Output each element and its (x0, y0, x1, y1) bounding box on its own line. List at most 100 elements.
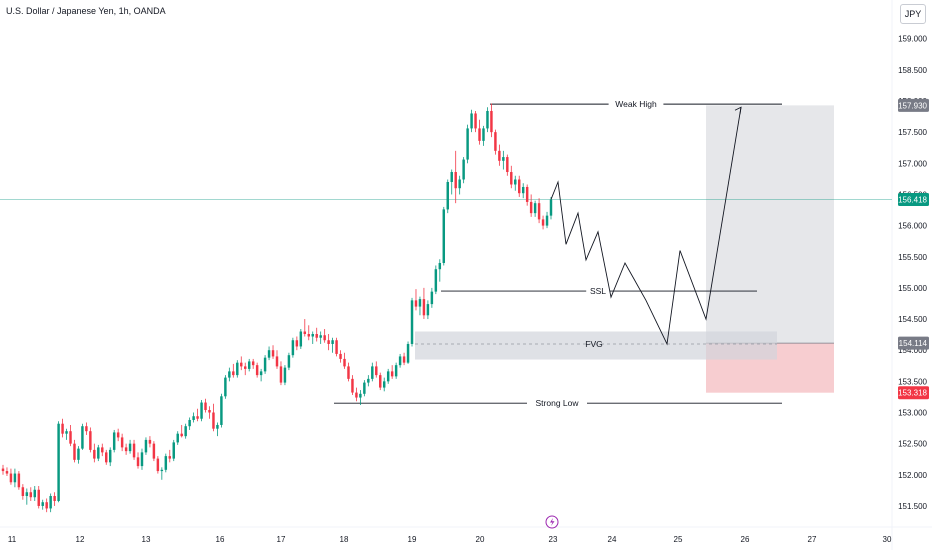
candle[interactable] (410, 297, 414, 347)
candle[interactable] (216, 422, 219, 437)
candle[interactable] (112, 429, 116, 453)
candle[interactable] (105, 449, 108, 465)
candle[interactable] (339, 350, 342, 363)
candle[interactable] (549, 196, 553, 220)
candle[interactable] (57, 421, 60, 503)
candle[interactable] (315, 327, 318, 342)
candle[interactable] (176, 431, 179, 445)
candle[interactable] (45, 498, 48, 513)
candle[interactable] (466, 124, 469, 164)
candle[interactable] (164, 453, 168, 473)
candle[interactable] (200, 400, 203, 422)
candle[interactable] (172, 439, 175, 462)
candle[interactable] (247, 358, 251, 372)
candle[interactable] (21, 484, 25, 500)
candle[interactable] (53, 492, 56, 506)
candle[interactable] (279, 361, 283, 386)
candle[interactable] (371, 362, 374, 382)
candle[interactable] (303, 319, 307, 337)
candle[interactable] (498, 144, 501, 166)
candle[interactable] (244, 362, 247, 376)
candle[interactable] (367, 375, 370, 387)
candle[interactable] (307, 325, 310, 341)
candle[interactable] (351, 375, 354, 396)
candle[interactable] (521, 183, 525, 199)
candle[interactable] (430, 287, 434, 308)
candle[interactable] (450, 169, 453, 195)
candle[interactable] (414, 289, 418, 311)
fvg-box[interactable] (415, 331, 777, 360)
candle[interactable] (37, 486, 40, 509)
candle[interactable] (240, 356, 243, 371)
candle[interactable] (17, 471, 21, 490)
candle[interactable] (545, 211, 549, 229)
candle[interactable] (77, 446, 80, 464)
candle[interactable] (382, 377, 386, 392)
candle[interactable] (347, 362, 350, 382)
candle[interactable] (514, 175, 517, 191)
candle[interactable] (196, 408, 199, 422)
candle[interactable] (323, 329, 326, 343)
candle[interactable] (160, 467, 164, 480)
candle[interactable] (438, 259, 442, 282)
candle[interactable] (359, 390, 362, 406)
candle[interactable] (271, 345, 275, 359)
candle[interactable] (61, 418, 64, 438)
candle[interactable] (81, 423, 84, 450)
candle[interactable] (454, 150, 457, 204)
candle[interactable] (533, 200, 537, 217)
candle[interactable] (224, 375, 227, 399)
candle[interactable] (41, 499, 44, 510)
candle[interactable] (228, 367, 231, 382)
candle[interactable] (1, 464, 5, 475)
candle[interactable] (136, 452, 140, 469)
candle[interactable] (335, 337, 338, 357)
candle[interactable] (363, 380, 366, 397)
candle[interactable] (144, 437, 148, 455)
candle[interactable] (299, 329, 303, 349)
candle[interactable] (291, 337, 295, 358)
candle[interactable] (541, 215, 545, 230)
candle[interactable] (9, 468, 13, 485)
candle[interactable] (418, 296, 422, 316)
candle[interactable] (255, 362, 259, 378)
candle[interactable] (311, 331, 314, 344)
candle[interactable] (220, 393, 223, 428)
candle[interactable] (510, 165, 513, 189)
candle[interactable] (124, 443, 128, 455)
candle[interactable] (434, 265, 438, 295)
candle[interactable] (69, 424, 72, 447)
candle[interactable] (208, 406, 211, 419)
candle[interactable] (478, 119, 481, 145)
candle[interactable] (120, 433, 124, 452)
candle[interactable] (458, 175, 461, 195)
candle[interactable] (398, 353, 402, 368)
candle[interactable] (343, 352, 346, 369)
candle[interactable] (25, 488, 29, 505)
candle[interactable] (529, 194, 533, 217)
candle[interactable] (394, 362, 398, 379)
candle[interactable] (486, 107, 489, 133)
candle[interactable] (462, 157, 465, 184)
candle[interactable] (148, 436, 152, 448)
candle[interactable] (406, 341, 410, 364)
candle[interactable] (97, 444, 100, 462)
candle[interactable] (482, 125, 485, 146)
candle[interactable] (506, 154, 509, 176)
position-target-zone[interactable] (706, 105, 834, 344)
candle[interactable] (390, 365, 394, 379)
candle[interactable] (331, 337, 334, 353)
candle[interactable] (89, 427, 92, 453)
candle[interactable] (232, 363, 235, 378)
candle[interactable] (140, 448, 144, 470)
candle[interactable] (402, 352, 406, 366)
candle[interactable] (93, 443, 96, 463)
candle[interactable] (375, 361, 378, 378)
candle[interactable] (283, 365, 287, 386)
candle[interactable] (128, 439, 132, 454)
candle[interactable] (263, 355, 267, 374)
candle[interactable] (192, 412, 195, 423)
candle[interactable] (267, 346, 271, 361)
candle[interactable] (251, 358, 255, 369)
